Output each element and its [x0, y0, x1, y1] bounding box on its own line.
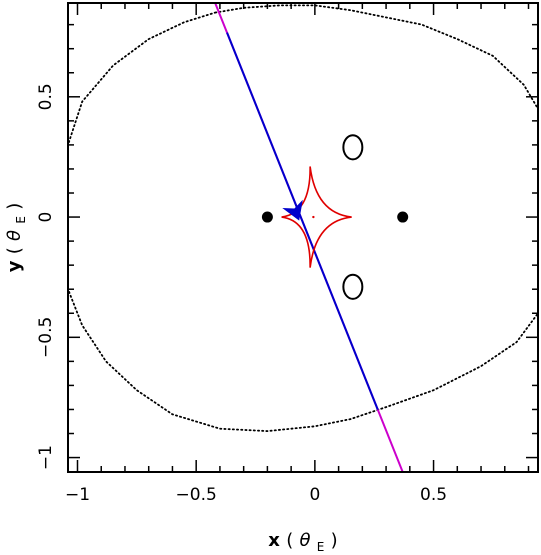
source-trajectory-blue-segment [226, 32, 379, 411]
critical-curve-loop-1 [342, 134, 364, 161]
critical-curve-loop-2 [342, 273, 364, 300]
y-axis-label-var: y [4, 260, 25, 272]
y-axis-label: y ( θ E ) [4, 203, 30, 273]
axis-ticks [68, 3, 538, 472]
x-tick-label: −0.5 [176, 485, 217, 505]
plot-frame [67, 2, 539, 473]
y-tick-label: 0 [36, 212, 56, 223]
y-tick-label: −1 [36, 445, 56, 470]
x-axis-label-unit-sub: E [317, 540, 325, 554]
y-tick-label: −0.5 [36, 317, 56, 358]
y-axis-label-unit-sub: E [14, 216, 28, 224]
outer-boundary-curve [68, 4, 538, 433]
plot-content [68, 3, 538, 472]
caustic-center-dot [312, 215, 315, 219]
x-axis-label-unit: θ [300, 530, 311, 551]
x-tick-label: −1 [65, 485, 90, 505]
x-axis-label: x ( θ E ) [268, 530, 337, 555]
x-tick-label: 0 [309, 485, 320, 505]
y-tick-label: 0.5 [36, 83, 56, 110]
caustic-curve [281, 166, 352, 268]
x-tick-label: 0.5 [420, 485, 447, 505]
plot-area [68, 3, 538, 472]
lens-dot-1 [261, 211, 273, 223]
lens-dot-2 [397, 211, 409, 223]
x-axis-label-var: x [268, 530, 280, 551]
source-marker [282, 199, 303, 221]
tick-labels: −1 −0.5 0 0.5 −1 −0.5 0 0.5 [36, 83, 447, 505]
y-axis-label-unit: θ [4, 230, 25, 241]
